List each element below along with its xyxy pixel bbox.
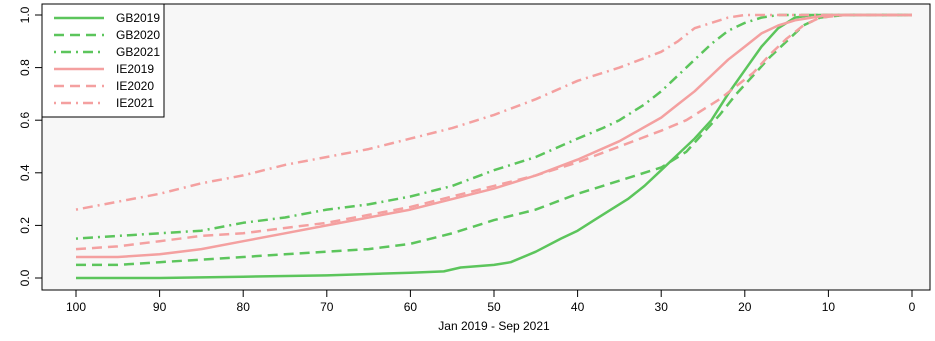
x-tick-label: 100 [66,300,86,314]
x-tick-label: 50 [487,300,501,314]
x-tick-label: 90 [153,300,167,314]
x-tick-label: 30 [655,300,669,314]
x-axis: 100 90 80 70 60 50 40 30 20 10 0 [66,289,916,314]
legend-label-ie2020: IE2020 [116,79,154,93]
x-tick-label: 70 [320,300,334,314]
y-tick-label: 0.2 [18,217,32,234]
series-line-ie2021 [75,13,912,211]
legend-box [41,3,165,118]
y-tick-label: 0.0 [18,269,32,286]
x-tick-label: 60 [404,300,418,314]
x-tick-label: 0 [909,300,916,314]
x-axis-title: Jan 2019 - Sep 2021 [438,319,550,333]
series-layer [75,13,912,280]
legend-label-gb2021: GB2021 [116,45,160,59]
y-tick-label: 0.4 [18,164,32,181]
legend: GB2019 GB2020 GB2021 IE2019 IE2020 IE2021 [41,3,165,118]
y-tick-label: 0.6 [18,112,32,129]
x-tick-label: 40 [571,300,585,314]
y-tick-label: 0.8 [18,59,32,76]
x-tick-label: 20 [738,300,752,314]
legend-label-gb2019: GB2019 [116,11,160,25]
legend-label-ie2019: IE2019 [116,62,154,76]
series-line-ie2019 [76,13,912,259]
x-tick-label: 10 [822,300,836,314]
x-tick-label: 80 [237,300,251,314]
legend-label-ie2021: IE2021 [116,96,154,110]
y-axis: 0.0 0.2 0.4 0.6 0.8 1.0 [18,6,43,286]
plot-area [42,4,930,290]
legend-label-gb2020: GB2020 [116,28,160,42]
series-line-ie2020 [75,13,912,251]
y-tick-label: 1.0 [18,6,32,23]
